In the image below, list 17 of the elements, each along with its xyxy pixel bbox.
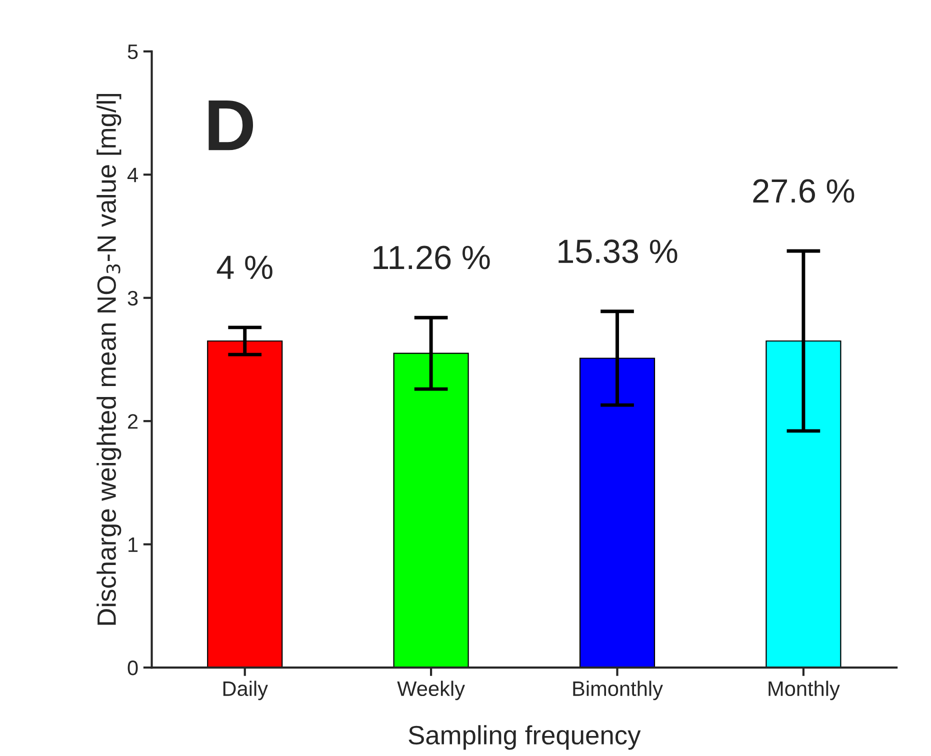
y-tick-label: 5 [128,44,138,60]
annotation: 27.6 % [753,179,854,203]
annotation: 11.26 % [374,246,490,270]
x-tick-label: Weekly [397,680,465,700]
annotation: 4 % [216,256,272,280]
y-tick-label: 4 [127,168,138,182]
y-tick-label: 0 [128,660,138,676]
y-axis-title: Discharge weighted mean NO$_{3}$-N value [mg/l] [96,94,122,625]
annotation: 15.33 % [558,240,678,264]
x-tick-label: Daily [223,680,268,700]
annotation: D [208,100,254,150]
x-axis-title: Sampling frequency [408,725,641,750]
y-tick-label: 3 [128,290,138,306]
y-tick-label: 1 [128,538,138,552]
x-tick-label: Monthly [768,680,840,700]
y-tick-label: 2 [128,414,138,429]
x-tick-label: Bimonthly [573,680,663,700]
